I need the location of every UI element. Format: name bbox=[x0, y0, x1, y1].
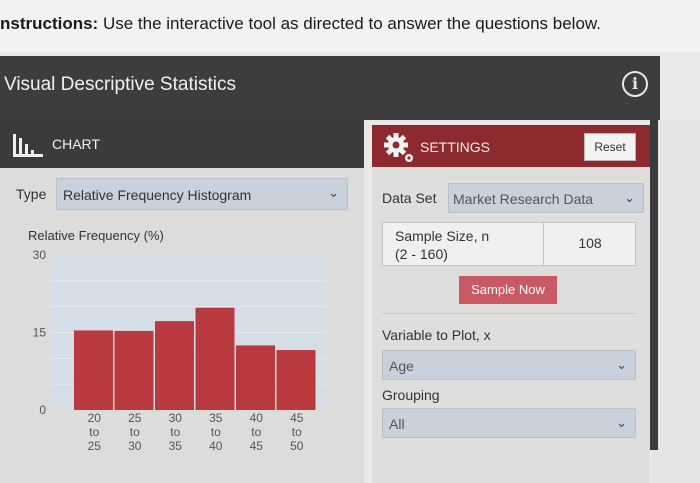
x-tick-label: 25 bbox=[128, 411, 142, 425]
dataset-select[interactable]: Market Research Data ⌄ bbox=[448, 183, 644, 213]
instructions-prefix: nstructions: bbox=[0, 14, 99, 33]
chart-panel: CHART Type Relative Frequency Histogram … bbox=[0, 120, 364, 483]
chevron-down-icon: ⌄ bbox=[624, 190, 635, 205]
x-tick-label: to bbox=[89, 425, 99, 439]
dataset-row: Data Set Market Research Data ⌄ bbox=[382, 183, 644, 213]
x-tick-label: 30 bbox=[169, 411, 183, 425]
x-tick-label: 35 bbox=[169, 439, 183, 453]
sample-size-label-line1: Sample Size, n bbox=[395, 228, 490, 244]
x-tick-label: 30 bbox=[128, 439, 142, 453]
y-tick-label: 15 bbox=[33, 326, 47, 340]
variable-value: Age bbox=[389, 358, 414, 374]
grouping-select[interactable]: All ⌄ bbox=[382, 408, 636, 438]
bar-chart-icon bbox=[13, 134, 43, 157]
settings-panel-title: SETTINGS bbox=[420, 139, 491, 155]
reset-button[interactable]: Reset bbox=[584, 133, 636, 161]
x-tick-label: 20 bbox=[88, 411, 102, 425]
instructions-text: nstructions: Use the interactive tool as… bbox=[0, 0, 700, 52]
app-title: Visual Descriptive Statistics bbox=[4, 74, 236, 95]
chart-type-value: Relative Frequency Histogram bbox=[63, 187, 252, 203]
x-tick-label: 45 bbox=[290, 411, 304, 425]
type-label: Type bbox=[16, 186, 47, 202]
chevron-down-icon: ⌄ bbox=[616, 357, 627, 372]
x-tick-label: 50 bbox=[290, 439, 304, 453]
histogram-bar bbox=[276, 350, 316, 410]
x-tick-label: 25 bbox=[88, 439, 102, 453]
dataset-label: Data Set bbox=[382, 190, 437, 206]
y-axis-title: Relative Frequency (%) bbox=[28, 228, 164, 243]
histogram-bar bbox=[74, 330, 113, 410]
settings-panel-header: SETTINGS Reset bbox=[372, 125, 650, 167]
x-tick-label: 45 bbox=[250, 439, 264, 453]
x-tick-label: to bbox=[292, 425, 302, 439]
x-tick-label: to bbox=[130, 425, 140, 439]
histogram-bar bbox=[155, 321, 194, 410]
x-tick-label: to bbox=[211, 425, 221, 439]
sample-size-divider bbox=[543, 223, 544, 265]
grouping-label: Grouping bbox=[382, 387, 440, 403]
chart-panel-title: CHART bbox=[52, 136, 100, 152]
histogram-bar bbox=[236, 345, 275, 410]
histogram-chart: Relative Frequency (%)3015020to2525to303… bbox=[28, 228, 326, 453]
x-tick-label: 40 bbox=[209, 439, 223, 453]
page-margin bbox=[652, 120, 700, 483]
histogram-bar bbox=[114, 330, 154, 410]
grouping-value: All bbox=[389, 416, 405, 432]
chart-panel-header: CHART bbox=[0, 120, 364, 168]
gear-icon bbox=[384, 133, 413, 162]
divider bbox=[382, 313, 636, 314]
settings-panel: SETTINGS Reset Data Set Market Research … bbox=[372, 125, 650, 483]
chart-type-select[interactable]: Relative Frequency Histogram ⌄ bbox=[56, 178, 348, 210]
y-tick-label: 0 bbox=[39, 403, 46, 417]
x-tick-label: 35 bbox=[209, 411, 223, 425]
sample-size-input[interactable]: 108 bbox=[578, 235, 602, 251]
x-tick-label: 40 bbox=[250, 411, 264, 425]
dataset-value: Market Research Data bbox=[453, 191, 594, 207]
x-tick-label: to bbox=[170, 425, 180, 439]
panel-edge bbox=[650, 120, 658, 450]
x-tick-label: to bbox=[251, 425, 261, 439]
info-circle-icon[interactable]: i bbox=[622, 71, 648, 97]
app-header: Visual Descriptive Statistics i bbox=[0, 56, 660, 120]
sample-size-field: Sample Size, n (2 - 160) 108 bbox=[382, 222, 636, 266]
histogram-bar bbox=[195, 307, 235, 410]
variable-select[interactable]: Age ⌄ bbox=[382, 350, 636, 380]
chevron-down-icon: ⌄ bbox=[328, 185, 339, 200]
instructions-body: Use the interactive tool as directed to … bbox=[98, 14, 601, 33]
sample-now-button[interactable]: Sample Now bbox=[459, 276, 557, 304]
chevron-down-icon: ⌄ bbox=[616, 415, 627, 430]
sample-size-label: Sample Size, n (2 - 160) bbox=[395, 227, 489, 263]
y-tick-label: 30 bbox=[33, 248, 47, 262]
sample-size-label-line2: (2 - 160) bbox=[395, 246, 448, 262]
variable-label: Variable to Plot, x bbox=[382, 327, 491, 343]
